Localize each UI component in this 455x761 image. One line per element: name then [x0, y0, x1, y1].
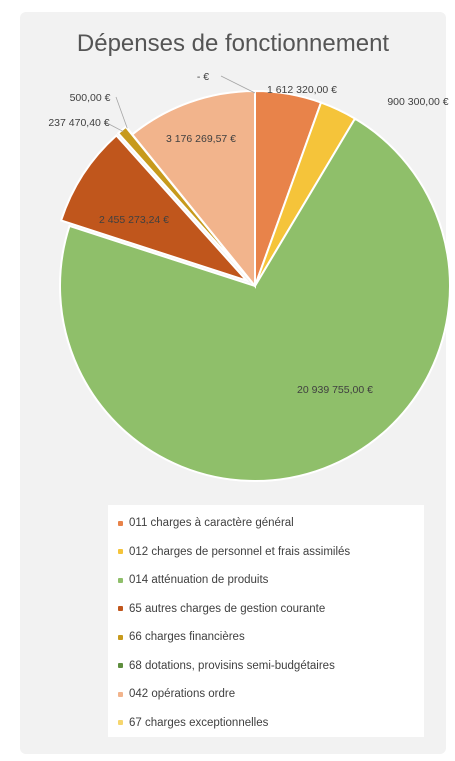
legend-item: 68 dotations, provisins semi-budgétaires: [118, 656, 335, 676]
chart-legend: 011 charges à caractère général 012 charg…: [108, 505, 424, 737]
data-label: 500,00 €: [70, 92, 111, 104]
legend-item: 042 opérations ordre: [118, 684, 235, 704]
pie-slice: [59, 117, 451, 482]
legend-swatch: [118, 577, 123, 583]
data-label: 20 939 755,00 €: [297, 384, 373, 396]
legend-label: 012 charges de personnel et frais assimi…: [129, 545, 351, 558]
legend-swatch: [118, 634, 123, 640]
data-label: - €: [197, 71, 209, 83]
data-label: 3 176 269,57 €: [166, 133, 236, 145]
legend-swatch: [118, 691, 123, 697]
legend-item: 67 charges exceptionnelles: [118, 713, 268, 733]
legend-swatch: [118, 663, 123, 668]
legend-label: 68 dotations, provisins semi-budgétaires: [129, 659, 335, 672]
leader-line: [220, 75, 256, 94]
legend-label: 67 charges exceptionnelles: [129, 716, 269, 729]
legend-swatch: [118, 549, 123, 554]
legend-item: 011 charges à caractère général: [118, 513, 294, 533]
legend-label: 042 opérations ordre: [129, 688, 236, 700]
data-label: 2 455 273,24 €: [99, 214, 169, 226]
data-label: 900 300,00 €: [387, 96, 448, 108]
pie-slice: [130, 89, 256, 289]
legend-item: 65 autres charges de gestion courante: [118, 599, 325, 619]
pie-slice: [59, 134, 250, 283]
chart-title: Dépenses de fonctionnement: [76, 30, 390, 57]
leader-line: [115, 96, 128, 129]
data-label: 1 612 320,00 €: [267, 84, 337, 96]
legend-label: 014 atténuation de produits: [129, 574, 269, 586]
data-label: 237 470,40 €: [48, 117, 109, 129]
legend-label: 65 autres charges de gestion courante: [129, 602, 326, 615]
legend-swatch: [118, 520, 123, 526]
legend-item: 66 charges financières: [118, 627, 245, 647]
legend-item: 012 charges de personnel et frais assimi…: [118, 542, 350, 562]
legend-label: 011 charges à caractère général: [129, 517, 294, 529]
leader-line: [104, 121, 124, 132]
legend-item: 014 atténuation de produits: [118, 570, 268, 590]
legend-label: 66 charges financières: [129, 631, 245, 643]
legend-swatch: [118, 606, 123, 611]
legend-swatch: [118, 720, 123, 725]
